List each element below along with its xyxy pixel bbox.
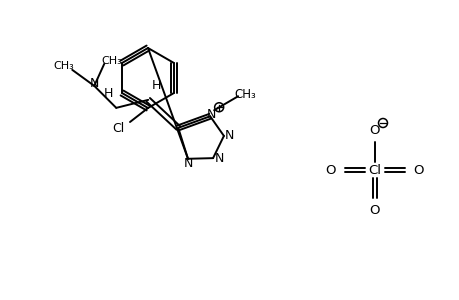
Text: Cl: Cl [368,164,381,176]
Text: O: O [413,164,423,176]
Text: CH₃: CH₃ [234,88,256,101]
Text: N: N [206,108,215,121]
Text: H: H [103,87,113,101]
Text: O: O [369,124,380,136]
Text: O: O [369,203,380,217]
Text: N: N [183,157,192,170]
Text: CH₃: CH₃ [101,56,123,66]
Text: N: N [225,129,234,142]
Text: H: H [151,80,161,92]
Text: N: N [90,77,99,90]
Text: O: O [325,164,336,176]
Text: Cl: Cl [112,122,124,134]
Text: N: N [214,152,223,165]
Text: CH₃: CH₃ [54,61,74,71]
